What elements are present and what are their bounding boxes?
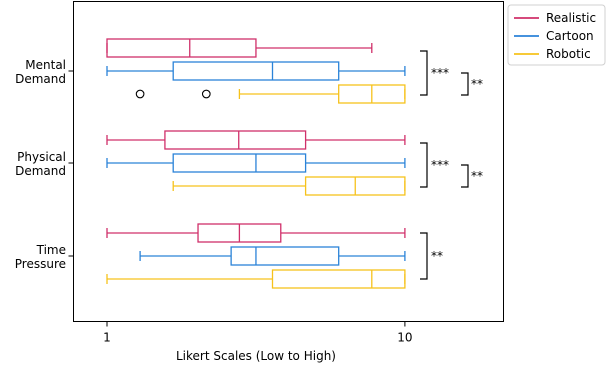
category-label-line1: Time [36, 243, 66, 257]
significance-label: *** [431, 66, 449, 80]
legend-label: Cartoon [546, 29, 594, 43]
category-label-line1: Mental [25, 58, 66, 72]
category-label-line2: Demand [15, 72, 66, 86]
significance-label: ** [471, 77, 483, 91]
box-iqr [106, 38, 257, 58]
box-iqr [164, 130, 307, 150]
outlier-point [135, 89, 145, 99]
significance-label: *** [431, 158, 449, 172]
category-label-line1: Physical [17, 150, 66, 164]
x-axis-label: Likert Scales (Low to High) [176, 349, 336, 363]
x-tick-label: 10 [397, 331, 412, 345]
significance-label: ** [471, 169, 483, 183]
box-iqr [172, 153, 307, 173]
category-label-line2: Pressure [15, 257, 66, 271]
box-iqr [230, 246, 340, 266]
significance-bracket [420, 232, 428, 280]
category-label-line2: Demand [15, 164, 66, 178]
significance-bracket [461, 72, 469, 96]
significance-bracket [461, 164, 469, 188]
legend-label: Robotic [546, 47, 591, 61]
plot-frame [73, 1, 504, 322]
significance-bracket [420, 142, 428, 188]
box-iqr [172, 61, 340, 81]
outlier-point [201, 89, 211, 99]
significance-label: ** [431, 249, 443, 263]
legend-label: Realistic [546, 11, 596, 25]
significance-bracket [420, 50, 428, 96]
legend-box [507, 4, 606, 66]
box-iqr [271, 269, 406, 289]
x-tick-label: 1 [103, 331, 111, 345]
